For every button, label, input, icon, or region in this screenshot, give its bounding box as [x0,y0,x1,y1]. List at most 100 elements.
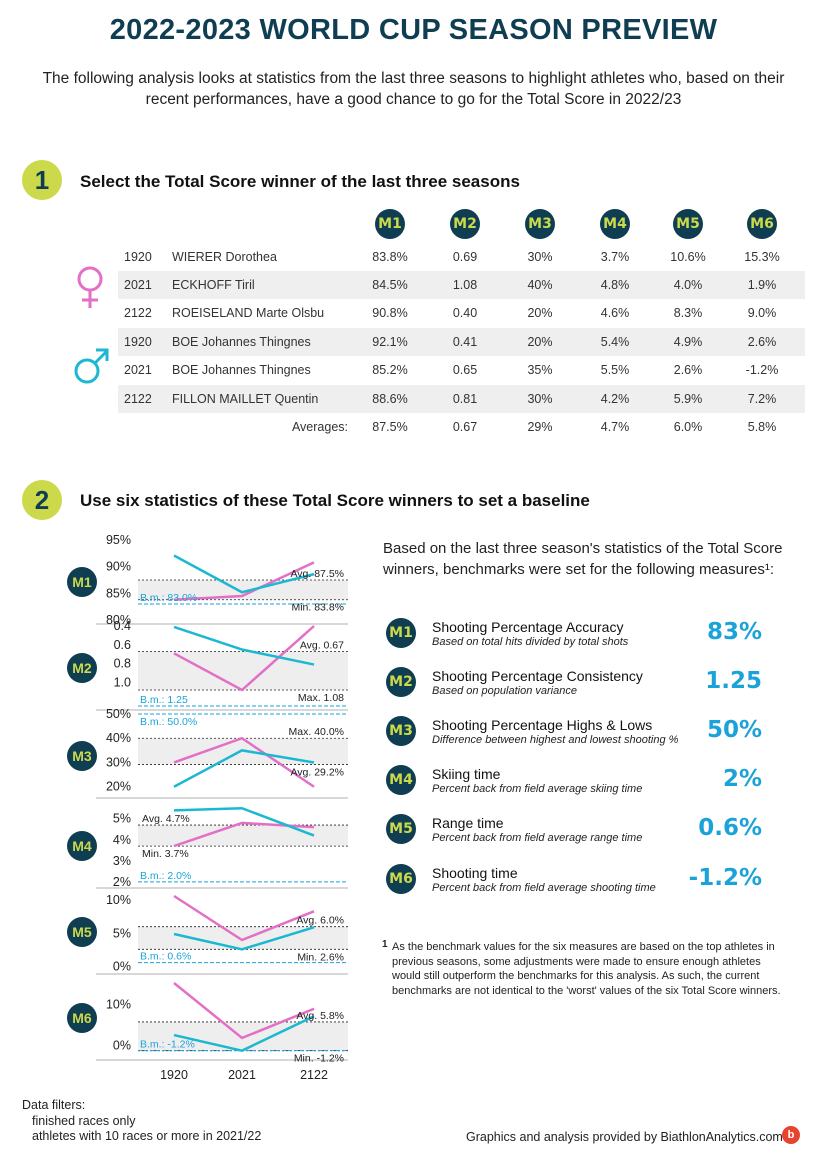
value-cell-m5: 4.9% [673,335,703,349]
y-tick-label: 0.8 [114,657,131,671]
y-tick-label: 5% [113,812,131,826]
athlete-name-cell: ROEISELAND Marte Olsbu [172,306,325,320]
value-cell-m1: 83.8% [372,250,408,264]
y-tick-label: 95% [106,533,131,547]
athlete-name-cell: ECKHOFF Tiril [172,278,255,292]
limit-label: Max. 1.08 [298,692,344,704]
intro-text: The following analysis looks at statisti… [42,70,785,108]
column-badge-m2: M2 [450,209,480,239]
y-tick-label: 85% [106,586,131,600]
value-cell-m5: 4.0% [673,278,703,292]
metric-badge-label: M3 [72,748,92,764]
value-cell-m3: 20% [527,306,553,320]
measure-badge-m2: M2 [386,667,416,697]
value-cell-m1: 90.8% [372,306,408,320]
average-label: Avg. 29.2% [290,766,344,778]
avg-limit-band [138,580,348,600]
limit-label: Min. -1.2% [294,1053,344,1065]
benchmark-value: 1.25 [705,668,762,694]
average-label: Avg. 5.8% [296,1010,344,1022]
chart-m6: 10% 0% Avg. 5.8% Min. -1.2% B.m.: -1.2% M6 [67,982,348,1065]
avg-limit-band [138,926,348,950]
female-series-line [173,561,315,601]
limit-label: Max. 40.0% [289,726,344,738]
section-2-intro: Based on the last three season's statist… [383,540,783,578]
metric-badge-label: M1 [72,574,92,590]
measure-name: Range time [432,815,504,831]
average-cell-m2: 0.67 [452,420,478,434]
benchmark-label: B.m.: 1.25 [140,694,188,706]
value-cell-m2: 0.40 [452,306,478,320]
measure-badge-m4: M4 [386,765,416,795]
value-cell-m5: 10.6% [670,250,706,264]
value-cell-m2: 0.81 [452,392,478,406]
measure-badge-m6: M6 [386,864,416,894]
y-tick-label: 10% [106,893,131,907]
y-tick-label: 0.6 [114,638,131,652]
filter-item: athletes with 10 races or more in 2021/2… [32,1129,262,1143]
average-cell-m1: 87.5% [372,420,408,434]
value-cell-m2: 0.41 [452,335,478,349]
averages-row: Averages: 87.5% 0.67 29% 4.7% 6.0% 5.8% [118,413,805,441]
athlete-name-cell: BOE Johannes Thingnes [172,335,311,349]
average-cell-m4: 4.7% [600,420,630,434]
benchmark-label: B.m.: -1.2% [140,1039,195,1051]
x-tick-label: 1920 [160,1068,188,1082]
average-label: Avg. 0.67 [300,639,344,651]
y-tick-label: 0.4 [114,619,131,633]
value-cell-m4: 3.7% [600,250,630,264]
value-cell-m5: 2.6% [673,363,703,377]
male-series-line [173,625,315,666]
data-filters: Data filters: finished races only athlet… [22,1098,261,1145]
value-cell-m1: 92.1% [372,335,408,349]
measure-badge-m1: M1 [386,618,416,648]
value-cell-m6: 7.2% [747,392,777,406]
avg-limit-band [138,825,348,847]
y-tick-label: 5% [113,926,131,940]
table-row: 1920 BOE Johannes Thingnes 92.1% 0.41 20% 5.4… [118,328,805,356]
value-cell-m6: -1.2% [745,363,779,377]
metric-badge [67,831,97,861]
y-tick-label: 80% [106,613,131,627]
measure-name: Shooting time [432,865,518,881]
average-label: Avg. 4.7% [142,813,190,825]
metric-badge [67,653,97,683]
male-symbol-icon [74,348,109,384]
male-series-line [173,806,315,837]
male-series-line [173,554,315,594]
measure-name: Shooting Percentage Accuracy [432,619,624,635]
y-tick-label: 3% [113,854,131,868]
female-series-line [173,982,315,1040]
male-series-line [173,926,315,951]
y-tick-label: 40% [106,731,131,745]
footnote: 1 As the benchmark values for the six me… [382,939,792,998]
value-cell-m2: 0.69 [452,250,478,264]
metric-badge-label: M2 [72,660,92,676]
average-label: Avg. 6.0% [296,915,344,927]
table-row: 1920 WIERER Dorothea 83.8% 0.69 30% 3.7% 10.6%… [118,243,805,271]
male-series-line [173,749,315,788]
value-cell-m2: 1.08 [452,278,478,292]
section-1-title: Select the Total Score winner of the las… [80,172,520,191]
benchmark-value: 2% [722,766,762,792]
benchmark-value: 50% [706,717,762,743]
value-cell-m4: 4.6% [600,306,630,320]
metric-badge-label: M6 [72,1010,92,1026]
metric-badge-label: M4 [72,838,92,854]
filter-item: finished races only [32,1113,136,1128]
benchmark-label: B.m.: 83.0% [140,592,197,604]
athlete-name-cell: BOE Johannes Thingnes [172,363,311,377]
value-cell-m1: 85.2% [372,363,408,377]
measure-badge-m3: M3 [386,716,416,746]
table-row: 2122 FILLON MAILLET Quentin 88.6% 0.81 30% 4.… [118,385,805,413]
benchmark-value: -1.2% [688,865,762,891]
y-tick-label: 0% [113,960,131,974]
column-badge-m6: M6 [747,209,777,239]
metric-badge [67,1003,97,1033]
column-badge-m4: M4 [600,209,630,239]
section-2-title: Use six statistics of these Total Score … [80,491,590,510]
step-2-badge: 2 [22,480,62,520]
measure-description: Percent back from field average skiing t… [432,783,643,795]
season-cell: 1920 [124,250,152,264]
average-label: Avg. 87.5% [290,568,344,580]
